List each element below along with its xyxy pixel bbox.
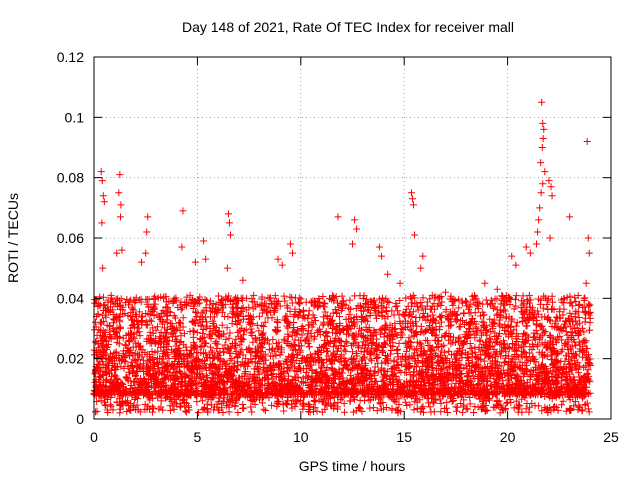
data-point <box>351 216 359 224</box>
y-tick-label: 0.04 <box>57 290 84 306</box>
data-point <box>99 264 107 272</box>
x-axis-ticks: 0 5 10 15 20 25 <box>90 57 619 445</box>
data-point <box>541 168 549 176</box>
data-point <box>334 213 342 221</box>
data-point <box>117 201 125 209</box>
data-point <box>138 258 146 266</box>
y-axis-label: ROTI / TECUs <box>5 193 21 283</box>
data-point <box>191 258 199 266</box>
data-point <box>548 192 556 200</box>
data-point <box>118 246 126 254</box>
data-point <box>582 279 590 287</box>
data-point <box>538 144 546 151</box>
data-point <box>419 252 427 260</box>
data-point <box>274 255 282 263</box>
data-point <box>178 243 186 251</box>
y-axis-ticks: 0 0.02 0.04 0.06 0.08 0.1 0.12 <box>57 49 611 427</box>
data-point <box>289 249 297 257</box>
data-point <box>471 291 479 299</box>
data-points <box>90 98 594 417</box>
data-point <box>411 231 419 239</box>
data-point <box>533 240 541 248</box>
data-point <box>396 279 404 287</box>
data-point <box>384 270 392 278</box>
x-tick-label: 20 <box>500 429 516 445</box>
data-point <box>377 252 385 260</box>
data-point <box>98 219 106 227</box>
data-point <box>408 195 416 203</box>
background-cloud-points <box>90 291 594 417</box>
data-point <box>239 276 247 284</box>
data-point <box>547 183 555 191</box>
data-point <box>585 249 593 257</box>
data-point <box>566 213 574 221</box>
data-point <box>538 98 546 106</box>
data-point <box>278 261 286 269</box>
grid-lines <box>94 57 611 419</box>
chart-title: Day 148 of 2021, Rate Of TEC Index for r… <box>182 19 514 35</box>
data-point <box>286 240 294 248</box>
data-point <box>98 177 106 185</box>
data-point <box>143 228 151 236</box>
data-point <box>512 261 520 269</box>
data-point <box>545 177 553 185</box>
data-point <box>534 228 542 236</box>
y-tick-label: 0.12 <box>57 49 84 65</box>
data-point <box>100 198 108 206</box>
x-axis-label: GPS time / hours <box>299 458 406 474</box>
data-point <box>508 252 516 260</box>
y-tick-label: 0.02 <box>57 351 84 367</box>
data-point <box>417 264 425 272</box>
y-tick-label: 0.06 <box>57 230 84 246</box>
data-point <box>200 237 208 245</box>
data-point <box>226 231 234 239</box>
data-point <box>537 159 545 167</box>
data-point <box>442 288 450 296</box>
data-point <box>493 285 501 293</box>
data-point <box>583 137 591 145</box>
data-point <box>97 168 105 176</box>
data-point <box>522 243 530 251</box>
data-point <box>539 134 547 142</box>
data-point <box>537 189 545 197</box>
data-point <box>99 192 107 200</box>
data-point <box>142 249 150 257</box>
x-tick-label: 0 <box>90 429 98 445</box>
data-point <box>113 249 121 257</box>
y-tick-label: 0.08 <box>57 170 84 186</box>
data-point <box>481 279 489 287</box>
data-point <box>584 234 592 242</box>
data-point <box>535 216 543 224</box>
data-point <box>116 213 124 221</box>
x-tick-label: 25 <box>603 429 619 445</box>
data-point <box>526 249 534 257</box>
data-point <box>116 171 124 179</box>
x-tick-label: 15 <box>396 429 412 445</box>
data-point <box>115 189 123 197</box>
data-point <box>225 219 233 227</box>
data-point <box>202 255 210 263</box>
y-tick-label: 0.1 <box>65 109 85 125</box>
data-point <box>539 119 547 127</box>
data-point <box>580 294 588 302</box>
data-point <box>224 210 232 218</box>
x-tick-label: 5 <box>194 429 202 445</box>
data-point <box>540 125 548 133</box>
data-point <box>349 240 356 248</box>
data-point <box>144 213 152 221</box>
data-point <box>375 243 383 251</box>
data-point <box>546 234 554 242</box>
data-point <box>223 264 231 272</box>
data-point <box>410 201 418 209</box>
data-point <box>539 180 547 188</box>
y-tick-label: 0 <box>76 411 84 427</box>
x-tick-label: 10 <box>293 429 309 445</box>
data-point <box>353 225 361 233</box>
data-point <box>407 189 415 197</box>
data-point <box>536 204 544 212</box>
data-point <box>179 207 187 215</box>
